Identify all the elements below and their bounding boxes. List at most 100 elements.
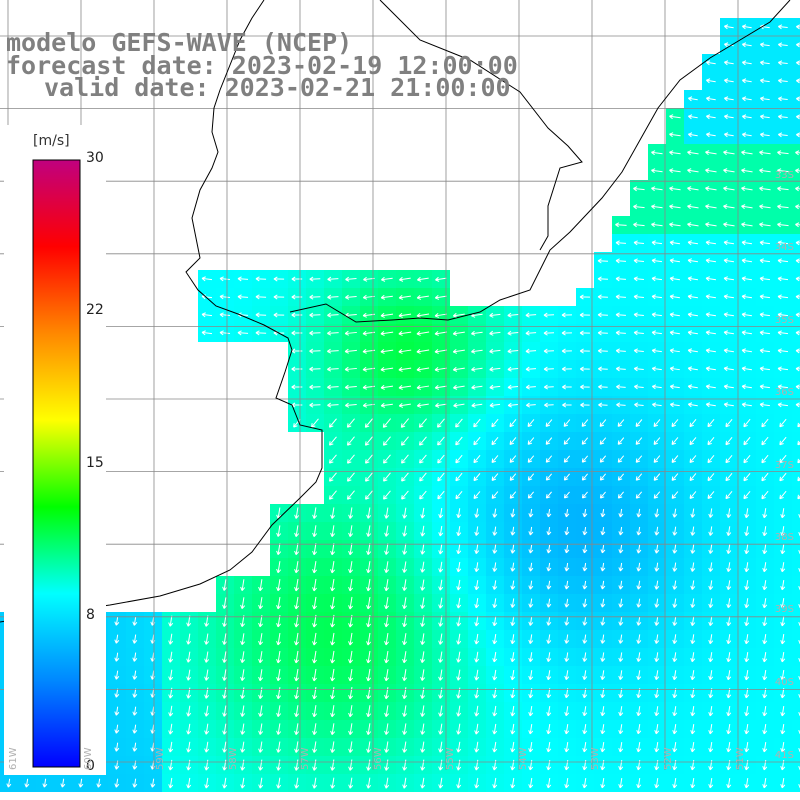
wind-arrow	[723, 204, 735, 210]
lat-label: 33S	[774, 170, 794, 181]
wind-arrow	[434, 312, 447, 318]
wind-arrow	[636, 634, 642, 644]
wind-arrow	[795, 168, 800, 174]
wind-arrow	[6, 778, 12, 788]
wind-arrow	[345, 294, 357, 300]
wind-cell	[792, 720, 800, 738]
wind-arrow	[456, 723, 462, 735]
wind-arrow	[780, 723, 786, 735]
wind-arrow	[687, 330, 698, 336]
wind-arrow	[420, 561, 426, 573]
wind-arrow	[276, 632, 282, 646]
wind-cell	[792, 540, 800, 558]
wind-arrow	[380, 384, 394, 390]
wind-arrow	[294, 759, 300, 771]
wind-arrow	[705, 402, 716, 408]
wind-cell	[792, 576, 800, 594]
wind-arrow	[762, 634, 768, 645]
wind-arrow	[708, 777, 714, 789]
wind-arrow	[438, 597, 444, 609]
wind-arrow	[204, 723, 210, 735]
wind-arrow	[528, 562, 534, 572]
wind-arrow	[707, 473, 715, 482]
wind-arrow	[366, 632, 372, 646]
wind-arrow	[653, 473, 661, 481]
wind-arrow	[456, 633, 462, 645]
wind-arrow	[384, 705, 390, 718]
wind-arrow	[328, 418, 337, 428]
wind-arrow	[726, 634, 732, 645]
wind-arrow	[434, 384, 447, 390]
wind-arrow	[330, 596, 335, 610]
wind-arrow	[777, 186, 789, 192]
wind-arrow	[114, 652, 120, 662]
wind-arrow	[635, 455, 643, 463]
wind-arrow	[348, 650, 353, 664]
wind-arrow	[416, 312, 430, 318]
wind-arrow	[276, 579, 282, 592]
wind-cell	[792, 756, 800, 774]
wind-arrow	[688, 132, 698, 138]
wind-arrow	[741, 222, 753, 228]
wind-arrow	[365, 490, 373, 500]
wind-arrow	[726, 526, 732, 536]
wind-arrow	[780, 598, 786, 609]
wind-arrow	[473, 454, 481, 464]
wind-arrow	[240, 705, 246, 717]
wind-arrow	[420, 741, 426, 753]
wind-arrow	[401, 454, 409, 464]
wind-arrow	[726, 544, 732, 554]
wind-cell	[792, 486, 800, 504]
wind-arrow	[724, 24, 734, 30]
lon-label: 55W	[445, 747, 456, 770]
wind-arrow	[598, 402, 608, 408]
wind-arrow	[582, 544, 588, 554]
wind-arrow	[778, 132, 788, 138]
wind-arrow	[489, 402, 501, 408]
wind-arrow	[398, 330, 412, 336]
wind-arrow	[150, 778, 156, 788]
wind-arrow	[507, 312, 519, 318]
wind-arrow	[669, 366, 680, 372]
wind-arrow	[759, 366, 770, 372]
wind-arrow	[471, 330, 483, 336]
wind-arrow	[222, 723, 228, 735]
wind-arrow	[687, 240, 699, 246]
wind-cell	[792, 648, 800, 666]
wind-arrow	[258, 759, 264, 771]
lat-label: 35S	[774, 315, 794, 326]
wind-arrow	[618, 526, 624, 536]
wind-arrow	[401, 472, 409, 482]
wind-arrow	[456, 597, 462, 609]
wind-arrow	[633, 222, 645, 228]
wind-arrow	[777, 330, 789, 336]
wind-arrow	[383, 490, 391, 500]
wind-arrow	[633, 312, 644, 318]
wind-arrow	[528, 508, 534, 518]
lon-label: 59W	[155, 747, 166, 770]
wind-arrow	[759, 222, 771, 228]
wind-arrow	[543, 330, 555, 336]
wind-arrow	[294, 507, 300, 519]
wind-arrow	[474, 651, 480, 663]
wind-arrow	[471, 366, 483, 372]
wind-arrow	[438, 525, 444, 537]
wind-arrow	[671, 455, 679, 463]
wind-arrow	[168, 777, 174, 789]
wind-arrow	[473, 436, 481, 446]
colorbar-tick: 30	[86, 150, 104, 166]
wind-arrow	[366, 525, 372, 537]
wind-arrow	[219, 276, 231, 282]
wind-arrow	[564, 777, 570, 789]
wind-arrow	[509, 455, 517, 463]
wind-arrow	[636, 598, 642, 608]
wind-arrow	[778, 24, 788, 30]
wind-arrow	[744, 562, 750, 573]
wind-cell	[792, 630, 800, 648]
wind-arrow	[294, 723, 300, 735]
wind-arrow	[780, 634, 786, 645]
wind-arrow	[291, 312, 303, 318]
wind-arrow	[672, 670, 678, 681]
wind-arrow	[780, 670, 786, 681]
wind-arrow	[474, 598, 480, 609]
